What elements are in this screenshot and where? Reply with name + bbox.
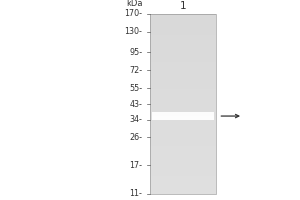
Bar: [150, 140, 216, 143]
Text: 170-: 170-: [124, 9, 142, 19]
Bar: [150, 170, 216, 173]
Bar: [150, 68, 216, 71]
Text: 11-: 11-: [130, 190, 142, 198]
Bar: [150, 26, 216, 29]
Bar: [150, 20, 216, 23]
Bar: [150, 164, 216, 167]
Bar: [150, 188, 216, 191]
Bar: [152, 115, 214, 116]
Bar: [150, 161, 216, 164]
Bar: [150, 131, 216, 134]
Bar: [150, 14, 216, 194]
Bar: [150, 32, 216, 35]
Bar: [152, 112, 214, 113]
Bar: [150, 38, 216, 41]
Bar: [150, 65, 216, 68]
Bar: [152, 118, 214, 119]
Bar: [150, 98, 216, 101]
Bar: [150, 110, 216, 113]
Bar: [150, 56, 216, 59]
Bar: [150, 167, 216, 170]
Bar: [150, 191, 216, 194]
Bar: [150, 179, 216, 182]
Bar: [150, 185, 216, 188]
Bar: [150, 134, 216, 137]
Bar: [150, 50, 216, 53]
Bar: [150, 158, 216, 161]
Bar: [150, 29, 216, 32]
Bar: [150, 176, 216, 179]
Bar: [150, 53, 216, 56]
Bar: [150, 119, 216, 122]
Bar: [150, 41, 216, 44]
Bar: [150, 83, 216, 86]
Bar: [150, 89, 216, 92]
Text: kDa: kDa: [126, 0, 142, 7]
Bar: [150, 80, 216, 83]
Bar: [150, 155, 216, 158]
Bar: [150, 23, 216, 26]
Bar: [150, 71, 216, 74]
Bar: [150, 101, 216, 104]
Bar: [150, 104, 216, 107]
Bar: [150, 77, 216, 80]
Bar: [152, 119, 214, 120]
Text: 95-: 95-: [129, 48, 142, 57]
Bar: [150, 74, 216, 77]
Bar: [150, 17, 216, 20]
Text: 34-: 34-: [130, 115, 142, 124]
Bar: [150, 113, 216, 116]
Text: 17-: 17-: [130, 161, 142, 170]
Bar: [150, 143, 216, 146]
Bar: [150, 125, 216, 128]
Bar: [152, 117, 214, 118]
Bar: [150, 59, 216, 62]
Bar: [150, 47, 216, 50]
Bar: [150, 128, 216, 131]
Text: 43-: 43-: [130, 100, 142, 109]
Bar: [152, 114, 214, 115]
Bar: [150, 14, 216, 17]
Bar: [150, 182, 216, 185]
Bar: [150, 44, 216, 47]
Bar: [150, 107, 216, 110]
Bar: [150, 92, 216, 95]
Text: 26-: 26-: [130, 133, 142, 142]
Bar: [150, 95, 216, 98]
Bar: [152, 113, 214, 114]
Text: 55-: 55-: [129, 84, 142, 93]
Bar: [150, 116, 216, 119]
Bar: [150, 62, 216, 65]
Bar: [152, 116, 214, 117]
Text: 130-: 130-: [124, 27, 142, 36]
Bar: [150, 152, 216, 155]
Bar: [150, 149, 216, 152]
Text: 72-: 72-: [129, 66, 142, 75]
Bar: [150, 137, 216, 140]
Bar: [150, 35, 216, 38]
Bar: [150, 173, 216, 176]
Bar: [150, 122, 216, 125]
Bar: [150, 86, 216, 89]
Text: 1: 1: [180, 1, 186, 11]
Bar: [150, 146, 216, 149]
